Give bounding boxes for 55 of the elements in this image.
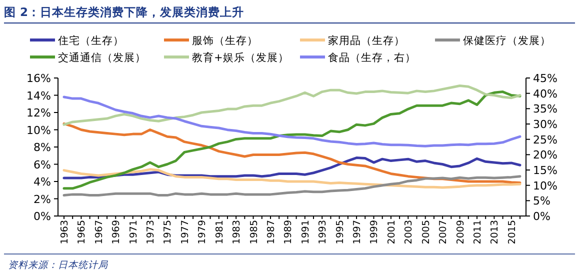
x-tick-label: 1967: [94, 220, 105, 244]
y-tick-label: 2%: [34, 192, 51, 206]
legend-label: 服饰（生存）: [192, 34, 258, 47]
y2-tick-label: 30%: [533, 118, 558, 131]
y2-tick-label: 25%: [533, 133, 558, 146]
legend-label: 住宅（生存）: [58, 34, 124, 47]
x-tick-label: 1973: [146, 220, 157, 244]
y-tick-label: 12%: [26, 106, 51, 120]
x-tick-label: 2011: [472, 220, 484, 244]
text: 资料来源：日本统计局: [8, 260, 108, 271]
x-tick-label: 2013: [490, 220, 501, 244]
x-tick-label: 2009: [455, 220, 466, 244]
x-tick-label: 2015: [506, 220, 518, 244]
y-tick-label: 6%: [34, 158, 51, 172]
y-tick-label: 0%: [34, 210, 51, 223]
x-tick-label: 1971: [128, 220, 140, 244]
x-tick-label: 1963: [60, 220, 70, 244]
x-tick-label: 1999: [369, 220, 380, 244]
y2-tick-label: 20%: [533, 148, 558, 162]
y-tick-label: 10%: [26, 124, 51, 137]
x-tick-label: 1995: [334, 220, 346, 244]
y-tick-label: 8%: [34, 141, 51, 154]
x-tick-label: 1987: [266, 220, 277, 244]
x-tick-label: 1975: [162, 220, 174, 244]
y2-tick-label: 45%: [533, 72, 558, 85]
y-tick-label: 14%: [26, 89, 51, 102]
x-tick-label: 2003: [404, 220, 415, 244]
legend-label: 食品（生存，右）: [328, 51, 416, 64]
x-tick-label: 1977: [180, 220, 191, 244]
x-tick-label: 1969: [111, 220, 122, 244]
y2-tick-label: 5%: [533, 194, 550, 208]
x-tick-label: 2005: [420, 220, 432, 244]
legend-label: 交通通信（发展）: [58, 51, 146, 64]
x-tick-label: 1965: [76, 220, 88, 244]
y-tick-label: 16%: [26, 72, 51, 85]
legend-label: 教育+娱乐（发展）: [192, 51, 289, 64]
x-tick-label: 1991: [300, 220, 312, 244]
y-tick-label: 4%: [34, 176, 51, 188]
y2-tick-label: 15%: [533, 164, 558, 177]
x-tick-label: 1985: [248, 220, 260, 244]
x-tick-label: 2007: [438, 220, 450, 244]
x-tick-label: 1997: [352, 220, 364, 244]
y2-tick-label: 0%: [533, 210, 550, 223]
chart-title: 图 2：日本生存类消费下降，发展类消费上升: [4, 5, 244, 19]
x-tick-label: 1983: [232, 220, 243, 244]
legend-label: 家用品（生存）: [328, 34, 405, 47]
legend-label: 保健医疗（发展）: [463, 34, 551, 47]
x-tick-label: 1981: [214, 220, 226, 244]
y2-tick-label: 10%: [533, 179, 558, 192]
x-tick-label: 1989: [283, 220, 294, 244]
x-tick-label: 1993: [318, 220, 329, 244]
x-tick-label: 2001: [386, 220, 398, 244]
y2-tick-label: 40%: [533, 87, 558, 100]
x-tick-label: 1979: [197, 220, 208, 244]
y2-tick-label: 35%: [533, 102, 558, 116]
